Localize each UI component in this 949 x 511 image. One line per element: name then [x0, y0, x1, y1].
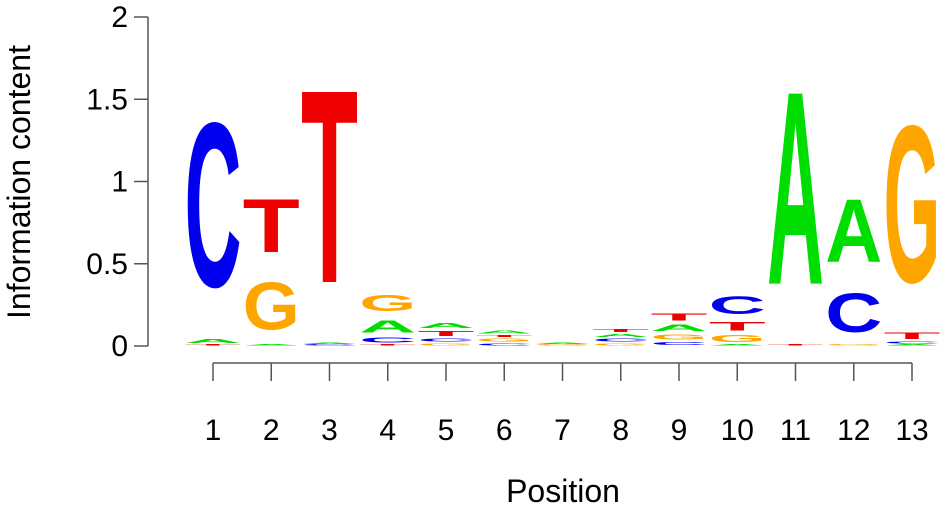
x-axis-label: Position — [506, 473, 620, 509]
x-tick-label: 12 — [837, 414, 870, 447]
logo-letter: T — [651, 312, 708, 323]
logo-letter: C — [709, 292, 766, 320]
logo-letter: G — [592, 343, 649, 346]
logo-letter: G — [243, 268, 300, 344]
logo-letter: C — [884, 341, 941, 344]
logo-letter: A — [476, 329, 533, 334]
x-tick-label: 11 — [780, 414, 811, 447]
logo-letter: T — [301, 31, 358, 340]
x-tick-label: 1 — [205, 414, 222, 447]
y-tick-label: 0 — [111, 330, 128, 363]
logo-letter: C — [418, 338, 475, 343]
logo-letter: C — [476, 343, 533, 346]
x-tick-label: 10 — [721, 414, 754, 447]
x-tick-label: 5 — [438, 414, 455, 447]
y-tick-label: 1 — [111, 166, 128, 199]
logo-letter: A — [767, 35, 824, 344]
x-tick-label: 4 — [379, 414, 396, 447]
logo-letter: G — [709, 333, 766, 344]
y-axis-label: Information content — [1, 45, 37, 319]
logo-letter: C — [185, 74, 242, 337]
logo-letter: T — [243, 184, 300, 269]
logo-letter: G — [651, 333, 708, 341]
x-tick-label: 13 — [895, 414, 928, 447]
x-tick-label: 8 — [612, 414, 629, 447]
logo-letter: T — [418, 330, 475, 338]
logo-letter: T — [592, 328, 649, 333]
logo-letter: A — [418, 321, 475, 329]
logo-letter: A — [534, 343, 591, 345]
y-tick-label: 2 — [111, 1, 128, 34]
logo-letter: G — [476, 338, 533, 343]
logo-letter: A — [825, 181, 882, 281]
logo-letter: C — [592, 338, 649, 343]
logo-letter: G — [825, 344, 882, 346]
logo-letter: C — [301, 344, 358, 346]
logo-letter: C — [825, 282, 882, 344]
logo-letter: G — [359, 290, 416, 316]
x-tick-label: 3 — [321, 414, 338, 447]
logo-letter: G — [418, 343, 475, 346]
logo-letter: A — [243, 344, 300, 346]
logo-letter: T — [476, 334, 533, 337]
logo-letter: A — [185, 338, 242, 345]
logo-letter: T — [767, 344, 824, 346]
logo-letter: T — [709, 320, 766, 333]
logo-letter: A — [592, 333, 649, 338]
logo-letter: G — [534, 344, 591, 346]
logo-letter: C — [359, 336, 416, 344]
logo-letter: T — [185, 344, 242, 346]
x-tick-label: 2 — [263, 414, 280, 447]
x-tick-label: 7 — [554, 414, 571, 447]
x-tick-label: 6 — [496, 414, 513, 447]
y-tick-label: 1.5 — [86, 83, 128, 116]
y-tick-label: 0.5 — [86, 248, 128, 281]
logo-letter: T — [359, 344, 416, 346]
logo-letter: A — [301, 343, 358, 345]
logo-letter: A — [359, 317, 416, 337]
logo-letter: A — [651, 323, 708, 333]
logo-letter: A — [709, 344, 766, 346]
logo-letter: C — [651, 341, 708, 346]
logo-letter: T — [884, 331, 941, 341]
logo-letter: A — [884, 344, 941, 346]
x-tick-label: 9 — [671, 414, 688, 447]
logo-letter: G — [884, 80, 941, 330]
